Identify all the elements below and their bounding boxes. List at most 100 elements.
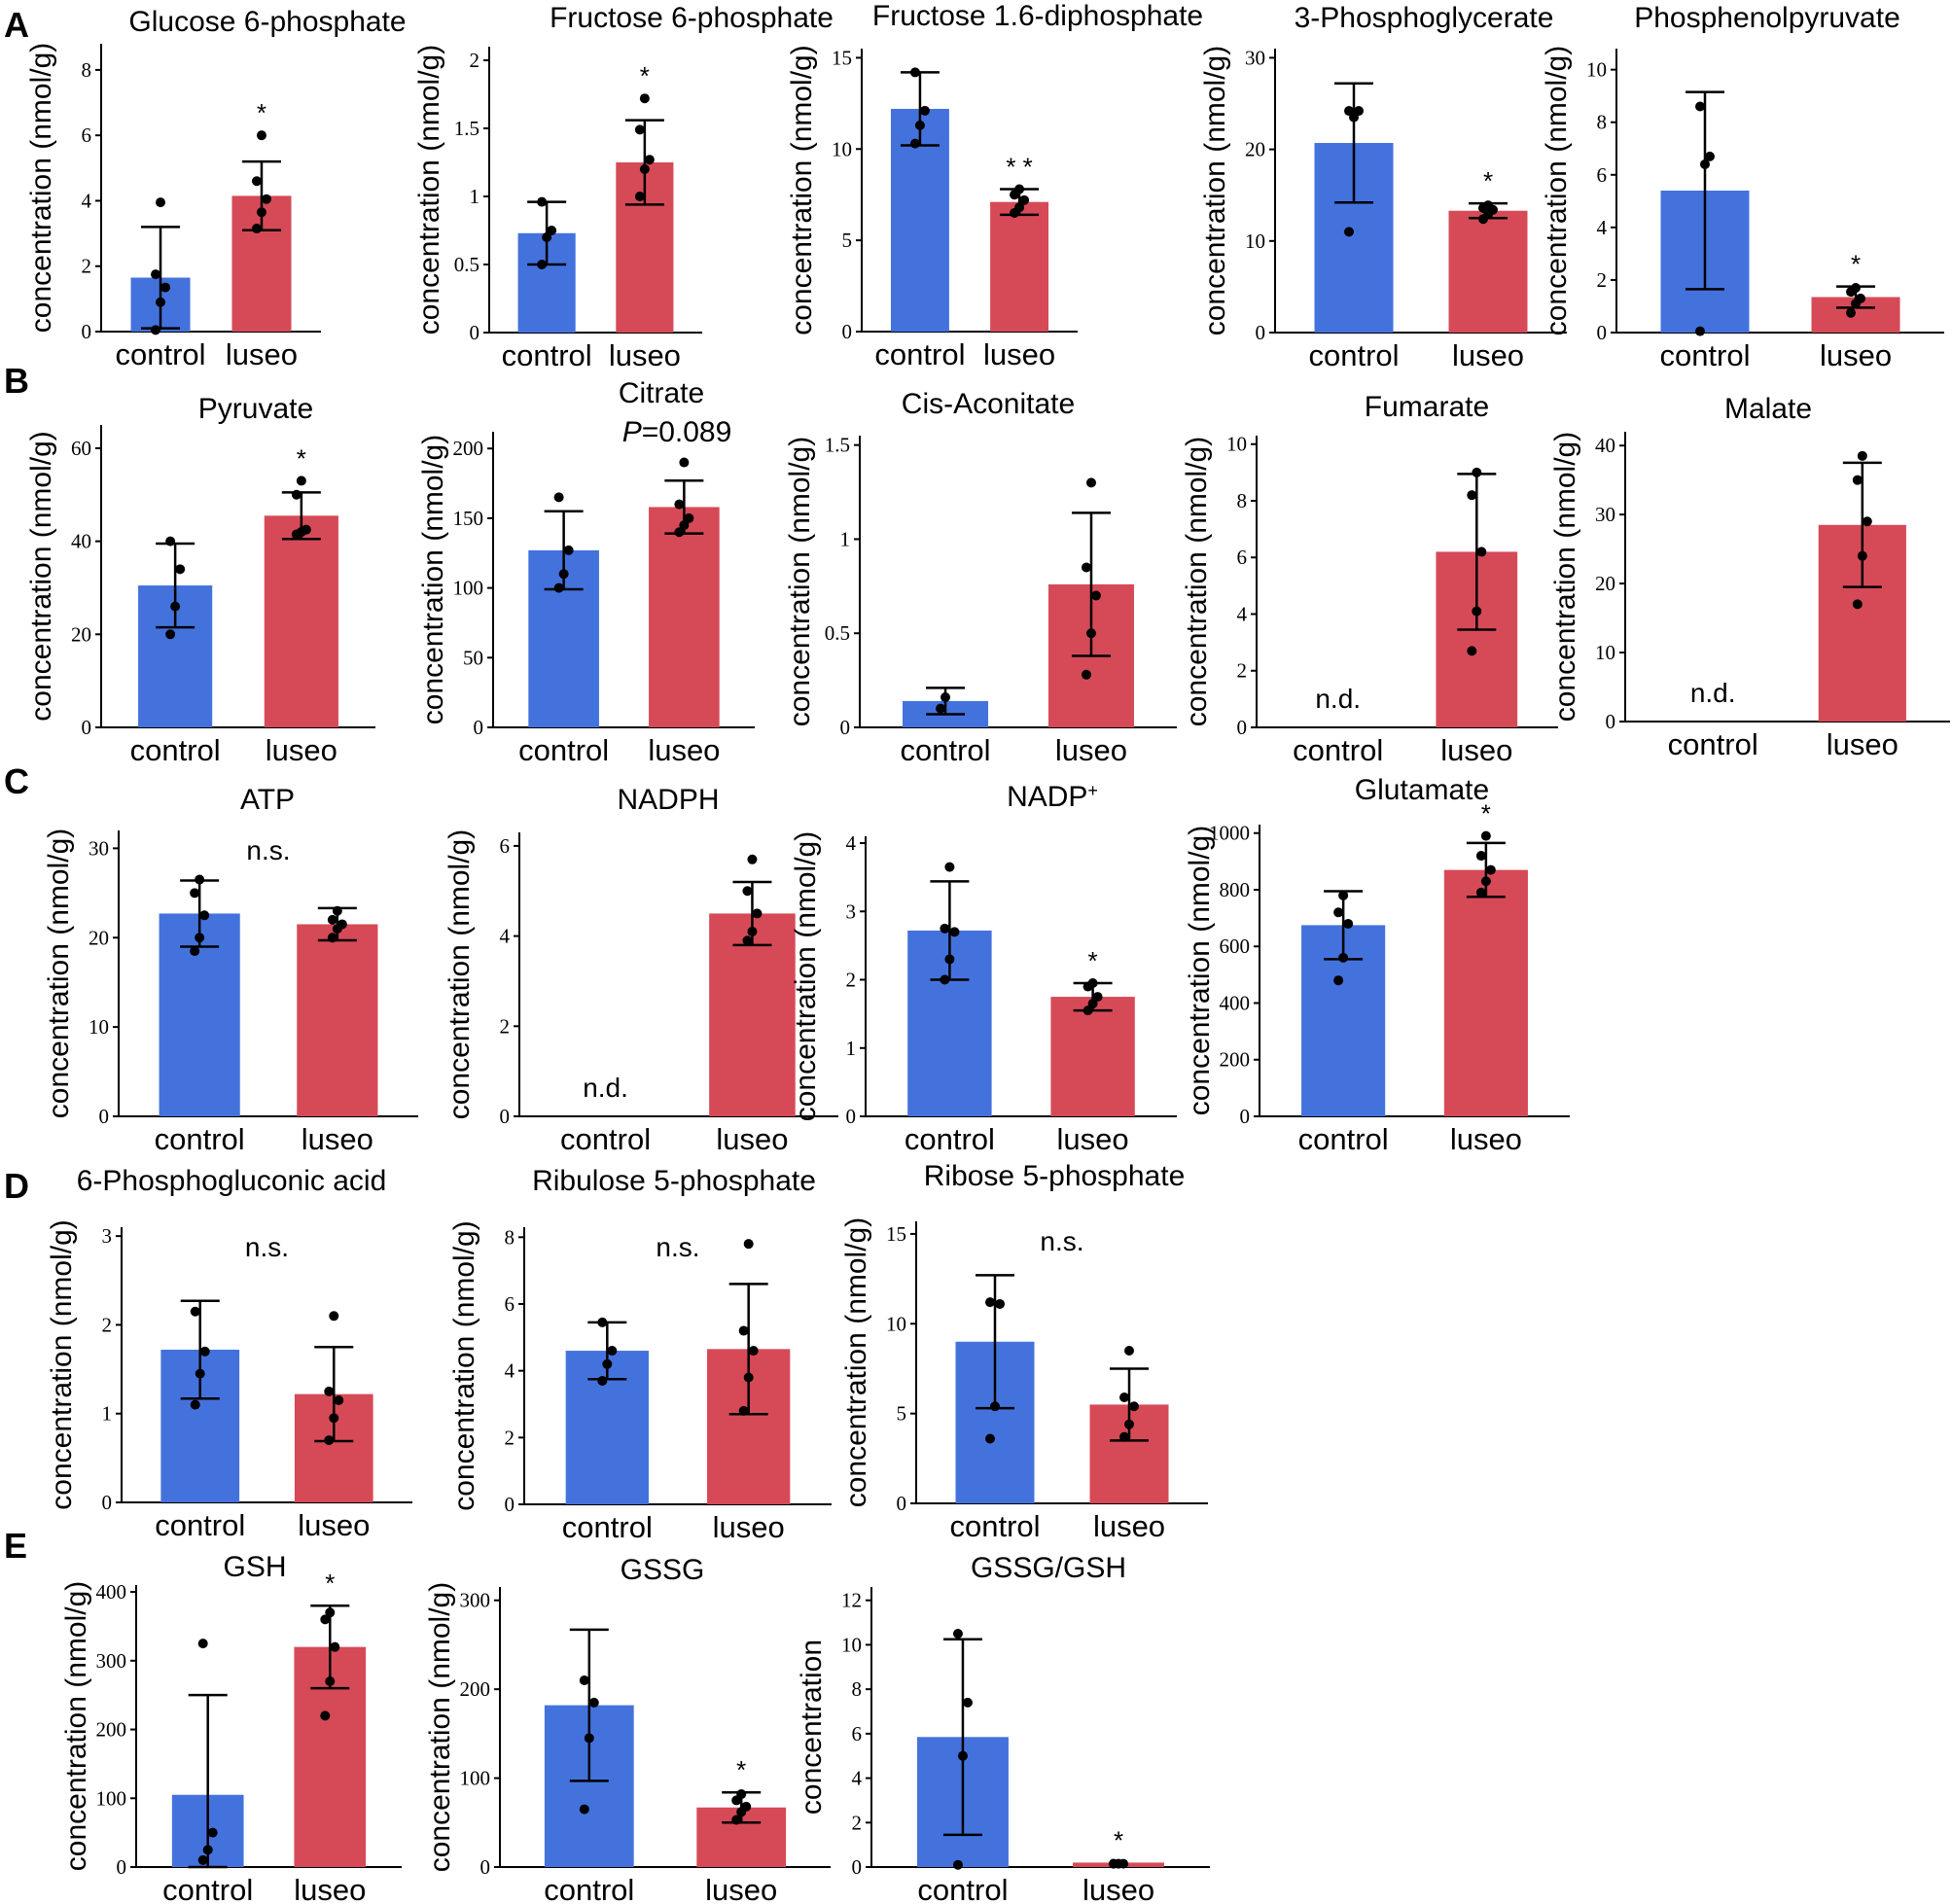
x-tick-label-control: control	[1308, 338, 1399, 372]
y-tick-label: 4	[505, 1359, 515, 1383]
y-tick-label: 10	[1245, 229, 1265, 253]
data-point-control	[941, 692, 951, 703]
data-point-control	[588, 1697, 599, 1708]
y-tick-label: 0	[117, 1855, 127, 1879]
y-tick-label: 4	[852, 1767, 863, 1790]
x-tick-label-luseo: luseo	[294, 1873, 366, 1904]
y-tick-label: 2	[1597, 268, 1608, 292]
data-point-control	[195, 874, 205, 885]
data-point-control	[962, 1697, 973, 1708]
x-tick-label-control: control	[518, 733, 609, 767]
data-point-luseo	[747, 854, 758, 864]
data-point-luseo	[256, 130, 266, 141]
y-tick-label: 40	[1595, 434, 1615, 457]
y-tick-label: 1	[840, 527, 851, 550]
data-point-control	[579, 1804, 589, 1815]
data-point-luseo	[742, 935, 753, 946]
chart-glucose-6-phosphate: 0 2 4 6 8 concentration (nmol/g) Glucose 6-pho…	[25, 6, 407, 371]
data-point-luseo	[674, 527, 685, 538]
y-tick-label: 4	[846, 831, 857, 855]
y-tick-label: 100	[96, 1786, 127, 1810]
x-tick-label-control: control	[1659, 338, 1750, 372]
y-tick-label: 2	[846, 969, 857, 992]
x-tick-label-control: control	[155, 1508, 245, 1542]
data-point-control	[199, 1346, 210, 1357]
y-tick-label: 5	[842, 229, 853, 252]
panel-letter-b: B	[4, 361, 29, 401]
data-point-luseo	[1014, 202, 1025, 213]
data-point-luseo	[679, 457, 690, 468]
y-tick-label: 0	[500, 1105, 511, 1128]
chart-title: Cis-Aconitate	[902, 388, 1075, 420]
bar-luseo	[264, 515, 338, 727]
y-tick-label: 400	[96, 1580, 127, 1604]
y-axis-label: concentration (nmol/g)	[1541, 46, 1573, 335]
y-axis-label: concentration (nmol/g)	[43, 829, 75, 1118]
bar-luseo	[1448, 210, 1528, 333]
data-point-luseo	[1857, 550, 1867, 561]
data-point-luseo	[1014, 184, 1025, 194]
data-point-control	[195, 1368, 205, 1379]
data-point-luseo	[329, 1413, 339, 1424]
data-point-luseo	[736, 1789, 747, 1800]
data-point-control	[190, 946, 200, 957]
data-point-luseo	[1119, 1393, 1129, 1403]
y-tick-label: 1.5	[825, 434, 850, 457]
data-point-luseo	[1856, 293, 1866, 303]
chart-title: Malate	[1724, 393, 1812, 425]
x-tick-label-control: control	[949, 1509, 1040, 1543]
y-tick-label: 0	[480, 1855, 491, 1879]
y-tick-label: 1	[102, 1402, 113, 1426]
x-tick-label-control: control	[502, 338, 592, 372]
data-point-luseo	[324, 1435, 335, 1446]
y-axis-label: concentration (nmol/g)	[1181, 437, 1213, 726]
data-point-control	[537, 196, 548, 207]
not-detected-label: n.d.	[1690, 678, 1736, 708]
data-point-luseo	[324, 1386, 335, 1396]
y-tick-label: 6	[500, 834, 511, 858]
data-point-luseo	[1472, 606, 1482, 617]
data-point-luseo	[325, 1607, 336, 1618]
x-tick-label-luseo: luseo	[1057, 1122, 1129, 1156]
x-tick-label-control: control	[917, 1873, 1008, 1904]
chart-title: Fumarate	[1365, 391, 1489, 423]
data-point-control	[175, 564, 186, 575]
x-tick-label-luseo: luseo	[1440, 733, 1512, 767]
data-point-control	[1333, 907, 1344, 918]
y-tick-label: 0	[852, 1855, 863, 1879]
y-tick-label: 0	[474, 716, 484, 739]
y-tick-label: 0	[1256, 321, 1266, 344]
significance-annotation: *	[736, 1755, 746, 1784]
bar-luseo	[297, 924, 378, 1116]
data-point-control	[190, 1399, 200, 1410]
y-tick-label: 1	[846, 1037, 857, 1060]
chart-title: 3-Phosphoglycerate	[1295, 2, 1554, 34]
y-tick-label: 200	[453, 437, 484, 460]
chart-pyruvate: 0 20 40 60 concentration (nmol/g) Pyruvate con…	[25, 393, 375, 767]
data-point-luseo	[330, 1641, 340, 1652]
data-point-luseo	[634, 192, 645, 201]
data-point-luseo	[1857, 450, 1867, 461]
x-tick-label-control: control	[1668, 727, 1758, 761]
chart-ribose-5-phosphate: 0 5 10 15 concentration (nmol/g) Ribose 5-pho…	[840, 1160, 1208, 1543]
y-tick-label: 30	[89, 836, 109, 860]
data-point-luseo	[1467, 646, 1477, 656]
y-tick-label: 20	[89, 926, 109, 949]
data-point-luseo	[1087, 999, 1098, 1009]
x-tick-label-control: control	[1298, 1122, 1389, 1156]
data-point-control	[190, 1306, 200, 1317]
chart-nadph: 0 2 4 6 concentration (nmol/g) NADPH n.d. contr…	[444, 784, 838, 1156]
data-point-luseo	[639, 93, 650, 104]
significance-annotation: n.s.	[245, 1232, 289, 1262]
data-point-control	[160, 282, 171, 293]
data-point-control	[1344, 106, 1354, 117]
data-point-control	[944, 862, 955, 872]
chart-malate: 0 10 20 30 40 concentration (nmol/g) Malate n.d…	[1549, 393, 1950, 761]
data-point-luseo	[1480, 876, 1491, 887]
data-point-luseo	[334, 1395, 344, 1406]
data-point-luseo	[684, 512, 694, 523]
chart-title: GSSG/GSH	[971, 1552, 1126, 1584]
chart-atp: 0 10 20 30 concentration (nmol/g) ATP control l…	[43, 784, 418, 1156]
y-tick-label: 1.5	[454, 117, 479, 140]
